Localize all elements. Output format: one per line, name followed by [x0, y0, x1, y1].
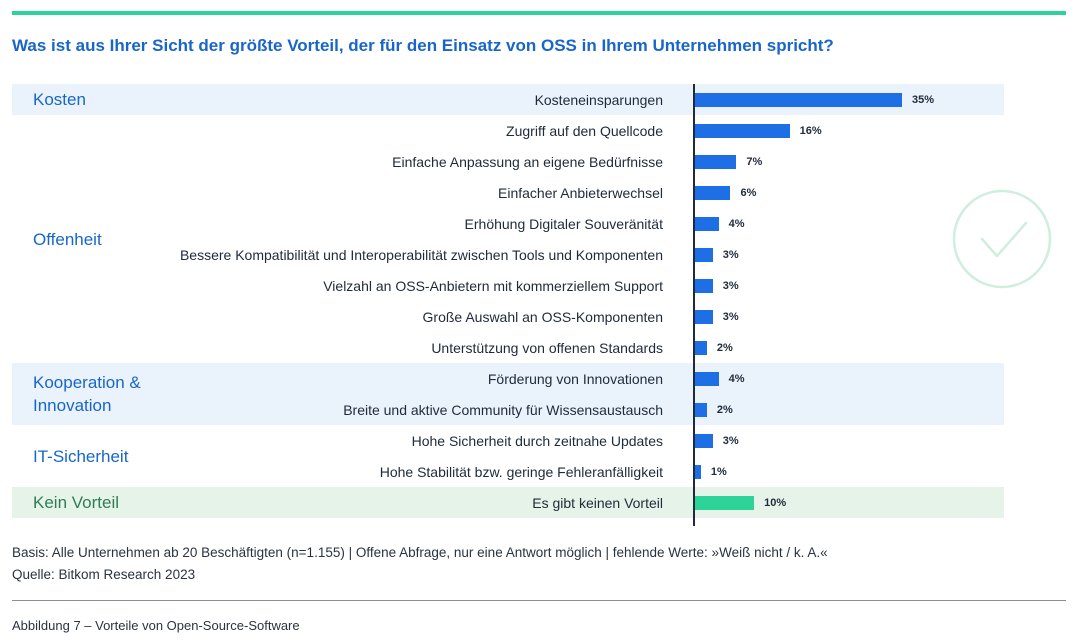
value-label: 3%: [722, 434, 739, 447]
bar: [695, 340, 707, 355]
chart-title: Was ist aus Ihrer Sicht der größte Vorte…: [12, 36, 834, 55]
bar: [695, 464, 701, 479]
category-label: Einfacher Anbieterwechsel: [498, 184, 663, 201]
value-label: 7%: [746, 155, 763, 168]
bar: [695, 92, 902, 107]
category-label: Unterstützung von offenen Standards: [431, 339, 663, 356]
bar: [695, 185, 731, 200]
value-label: 10%: [764, 496, 787, 509]
value-label: 2%: [716, 403, 733, 416]
bar: [695, 123, 790, 138]
value-label: 3%: [722, 248, 739, 261]
value-label: 3%: [722, 310, 739, 323]
group-label: Kooperation & Innovation: [33, 373, 141, 415]
value-label: 2%: [716, 341, 733, 354]
category-label: Kosteneinsparungen: [534, 91, 663, 108]
category-label: Erhöhung Digitaler Souveränität: [464, 215, 663, 232]
checkmark-circle-icon: [952, 189, 1052, 289]
figure-caption: Abbildung 7 – Vorteile von Open-Source-S…: [12, 618, 300, 633]
category-label: Hohe Stabilität bzw. geringe Fehleranfäl…: [379, 463, 663, 480]
group-label: Offenheit: [33, 229, 102, 249]
bar: [695, 433, 713, 448]
bottom-rule: [12, 600, 1066, 601]
category-label: Breite und aktive Community für Wissensa…: [343, 401, 663, 418]
group-label: IT-Sicherheit: [33, 446, 129, 466]
category-label: Zugriff auf den Quellcode: [506, 122, 663, 139]
bar: [695, 247, 713, 262]
category-label: Einfache Anpassung an eigene Bedürfnisse: [392, 153, 663, 170]
footer-source: Quelle: Bitkom Research 2023: [12, 567, 196, 582]
value-label: 3%: [722, 279, 739, 292]
bar: [695, 309, 713, 324]
category-label: Förderung von Innovationen: [487, 370, 663, 387]
bar: [695, 154, 737, 169]
value-label: 16%: [799, 124, 822, 137]
top-accent-rule: [12, 11, 1066, 15]
category-label: Es gibt keinen Vorteil: [532, 494, 663, 511]
value-label: 35%: [912, 93, 935, 106]
category-label: Bessere Kompatibilität und Interoperabil…: [179, 246, 663, 263]
bar: [695, 371, 719, 386]
value-label: 6%: [740, 186, 757, 199]
bar: [695, 495, 755, 510]
category-label: Vielzahl an OSS-Anbietern mit kommerziel…: [323, 277, 663, 294]
group-band: [12, 363, 1004, 425]
group-label: Kein Vorteil: [33, 493, 119, 512]
bar: [695, 402, 707, 417]
bar: [695, 216, 719, 231]
y-axis-line: [693, 84, 695, 526]
group-band: [12, 487, 1004, 518]
footer-basis: Basis: Alle Unternehmen ab 20 Beschäftig…: [12, 545, 828, 560]
group-label: Kosten: [33, 90, 86, 109]
category-label: Große Auswahl an OSS-Komponenten: [422, 308, 663, 325]
category-label: Hohe Sicherheit durch zeitnahe Updates: [411, 432, 663, 449]
bar: [695, 278, 713, 293]
value-label: 4%: [728, 372, 745, 385]
value-label: 4%: [728, 217, 745, 230]
value-label: 1%: [710, 465, 727, 478]
